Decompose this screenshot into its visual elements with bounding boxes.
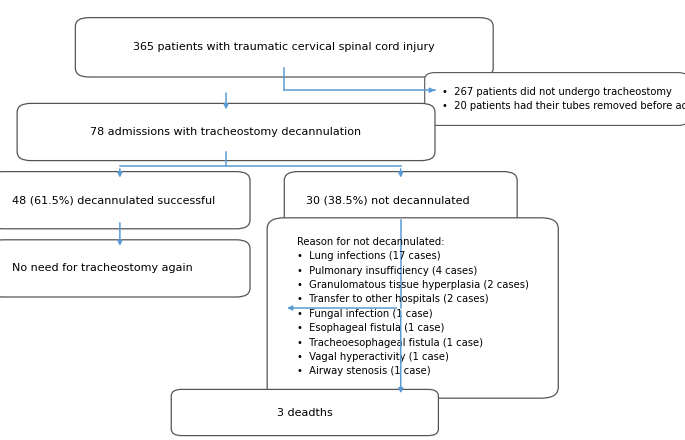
FancyBboxPatch shape	[425, 73, 685, 125]
FancyBboxPatch shape	[171, 389, 438, 436]
FancyBboxPatch shape	[0, 172, 250, 229]
FancyBboxPatch shape	[17, 103, 435, 161]
FancyBboxPatch shape	[284, 172, 517, 229]
Text: 3 deadths: 3 deadths	[277, 407, 333, 418]
Text: Reason for not decannulated:
•  Lung infections (17 cases)
•  Pulmonary insuffic: Reason for not decannulated: • Lung infe…	[297, 237, 529, 376]
FancyBboxPatch shape	[267, 218, 558, 398]
Text: No need for tracheostomy again: No need for tracheostomy again	[12, 264, 192, 273]
Text: 30 (38.5%) not decannulated: 30 (38.5%) not decannulated	[306, 195, 470, 205]
FancyBboxPatch shape	[75, 18, 493, 77]
Text: 48 (61.5%) decannulated successful: 48 (61.5%) decannulated successful	[12, 195, 215, 205]
Text: •  267 patients did not undergo tracheostomy
•  20 patients had their tubes remo: • 267 patients did not undergo tracheost…	[442, 88, 685, 110]
FancyBboxPatch shape	[0, 240, 250, 297]
Text: 78 admissions with tracheostomy decannulation: 78 admissions with tracheostomy decannul…	[90, 127, 362, 137]
Text: 365 patients with traumatic cervical spinal cord injury: 365 patients with traumatic cervical spi…	[134, 42, 435, 52]
